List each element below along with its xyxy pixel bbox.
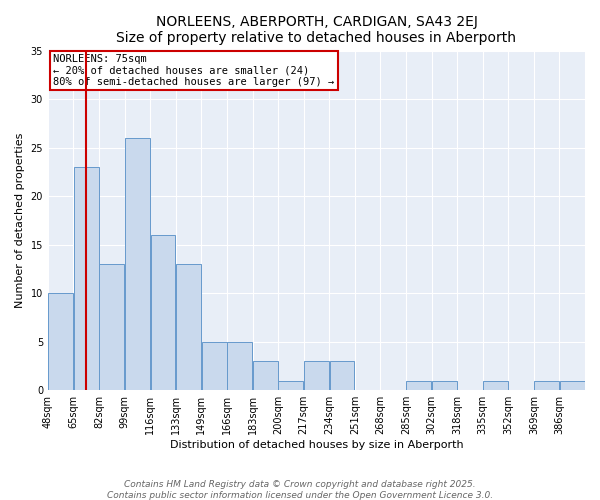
Bar [329, 361, 355, 390]
Bar [534, 380, 559, 390]
Bar [406, 380, 431, 390]
Bar [253, 361, 278, 390]
Bar [100, 264, 124, 390]
Text: NORLEENS: 75sqm
← 20% of detached houses are smaller (24)
80% of semi-detached h: NORLEENS: 75sqm ← 20% of detached houses… [53, 54, 335, 87]
Bar [74, 167, 98, 390]
Text: Contains HM Land Registry data © Crown copyright and database right 2025.
Contai: Contains HM Land Registry data © Crown c… [107, 480, 493, 500]
Bar [125, 138, 150, 390]
Title: NORLEENS, ABERPORTH, CARDIGAN, SA43 2EJ
Size of property relative to detached ho: NORLEENS, ABERPORTH, CARDIGAN, SA43 2EJ … [116, 15, 517, 45]
Bar [432, 380, 457, 390]
Bar [176, 264, 201, 390]
Bar [151, 235, 175, 390]
Bar [483, 380, 508, 390]
Bar [560, 380, 584, 390]
Bar [278, 380, 303, 390]
Bar [202, 342, 227, 390]
Bar [304, 361, 329, 390]
Bar [49, 293, 73, 390]
X-axis label: Distribution of detached houses by size in Aberporth: Distribution of detached houses by size … [170, 440, 463, 450]
Bar [227, 342, 252, 390]
Y-axis label: Number of detached properties: Number of detached properties [15, 132, 25, 308]
